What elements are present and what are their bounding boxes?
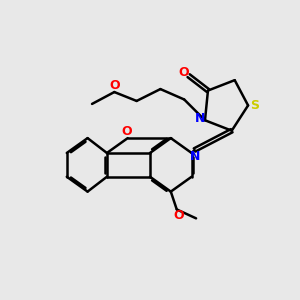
Text: O: O bbox=[109, 79, 120, 92]
Text: O: O bbox=[121, 125, 131, 138]
Text: N: N bbox=[190, 150, 200, 163]
Text: N: N bbox=[194, 112, 205, 125]
Text: O: O bbox=[173, 209, 184, 222]
Text: S: S bbox=[250, 99, 259, 112]
Text: O: O bbox=[179, 66, 190, 79]
